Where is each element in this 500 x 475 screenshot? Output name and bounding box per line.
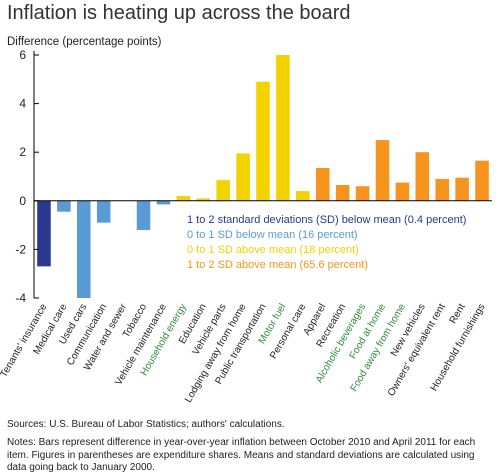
bar-owners-equivalent-rent [435,179,449,201]
legend-entry-above_2sd: 1 to 2 SD above mean (65.6 percent) [187,259,368,271]
bar-lodging-away-from-home [236,153,250,200]
x-tick-label: Rent [448,302,468,326]
bar-communication [97,201,111,223]
legend-entry-below_1sd: 0 to 1 SD below mean (16 percent) [187,229,358,241]
bar-household-furnishings [475,161,489,201]
y-tick-label: -4 [15,291,26,305]
bar-personal-care [296,191,310,201]
bar-tobacco [137,201,151,230]
legend-group: 1 to 2 standard deviations (SD) below me… [187,214,466,271]
bar-rent [455,178,469,201]
legend-entry-above_1sd: 0 to 1 SD above mean (18 percent) [187,244,359,256]
legend-entry-below_2sd: 1 to 2 standard deviations (SD) below me… [187,214,466,226]
source-note: Sources: U.S. Bureau of Labor Statistics… [7,419,285,430]
bar-medical-care [57,201,71,212]
bar-new-vehicles [416,152,430,201]
bar-vehicle-parts [216,180,230,201]
bar-recreation [336,185,350,201]
bar-motor-fuel [276,55,290,201]
bar-used-cars [77,201,91,298]
bar-household-energy [177,196,191,201]
bar-food-away-from-home [396,183,410,201]
bar-apparel [316,168,330,201]
y-tick-label: 2 [19,145,26,159]
y-tick-label: 4 [19,97,26,111]
notes-text: Notes: Bars represent difference in year… [7,437,495,475]
y-tick-label: 6 [19,48,26,62]
y-tick-label: -2 [15,242,26,256]
bar-public-transportation [256,82,270,201]
bar-vehicle-maintenance [157,201,171,205]
bar-tenants-insurance [37,201,51,267]
bar-food-at-home [376,140,390,201]
bar-alcoholic-beverages [356,186,370,201]
y-tick-label: 0 [19,194,26,208]
